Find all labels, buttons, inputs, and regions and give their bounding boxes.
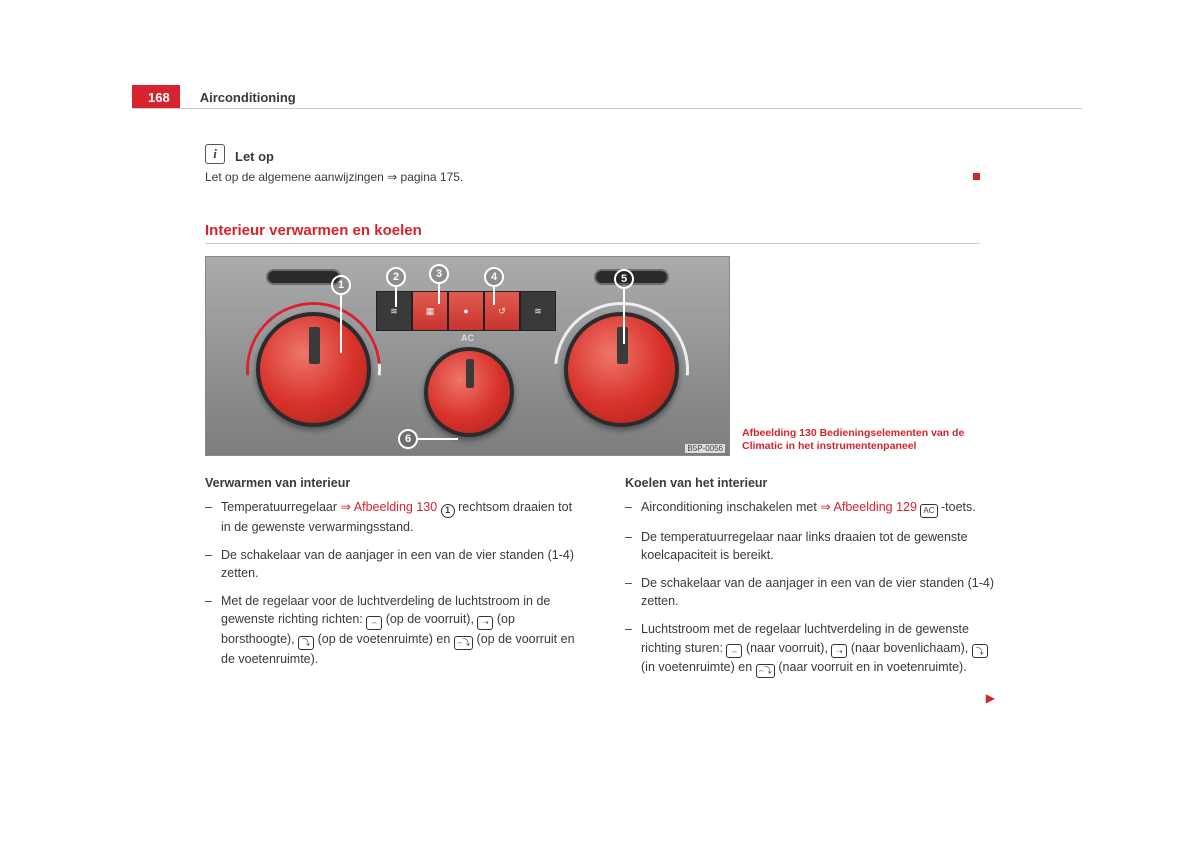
callout-line bbox=[493, 287, 495, 305]
callout-badge: 2 bbox=[386, 267, 406, 287]
recirc-icon: ↺ bbox=[485, 292, 519, 330]
text-run: (op de voetenruimte) en bbox=[314, 632, 454, 646]
page-header: 168 Airconditioning bbox=[132, 85, 1082, 109]
right-column-heading: Koelen van het interieur bbox=[625, 474, 995, 492]
airflow-direction-dial bbox=[564, 312, 679, 427]
text-run: -toets. bbox=[938, 500, 976, 514]
diagram-image-id: B5P-0056 bbox=[685, 444, 725, 453]
right-list: Airconditioning inschakelen met ⇒ Afbeel… bbox=[625, 498, 995, 678]
info-text: Let op de algemene aanwijzingen ⇒ pagina… bbox=[205, 170, 463, 184]
text-run: Airconditioning inschakelen met bbox=[641, 500, 820, 514]
temperature-dial bbox=[256, 312, 371, 427]
fan-speed-dial bbox=[424, 347, 514, 437]
text-run: (in voetenruimte) en bbox=[641, 660, 756, 674]
list-item: De schakelaar van de aanjager in een van… bbox=[625, 574, 995, 610]
text-run: (naar bovenlichaam), bbox=[847, 641, 971, 655]
airflow-icon: ➝ bbox=[477, 616, 493, 630]
figure-reference: ⇒ Afbeelding 129 bbox=[820, 500, 920, 514]
page: 168 Airconditioning i Let op Let op de a… bbox=[132, 85, 1082, 708]
callout-line bbox=[438, 284, 440, 304]
airflow-icon: ➝ bbox=[831, 644, 847, 658]
seat-heater-left-button: ≋ bbox=[376, 291, 412, 331]
callout-badge: 1 bbox=[331, 275, 351, 295]
text-run: (naar voorruit en in voetenruimte). bbox=[775, 660, 967, 674]
seat-heater-right-button: ≋ bbox=[520, 291, 556, 331]
rear-defrost-button: ▦ bbox=[412, 291, 448, 331]
figure-reference: ⇒ Afbeelding 130 bbox=[341, 500, 441, 514]
airflow-icon: ⌢ bbox=[726, 644, 742, 658]
airflow-icon: ⌢ bbox=[366, 616, 382, 630]
airflow-icon: ⤵ bbox=[298, 636, 314, 650]
button-ref-box: AC bbox=[920, 504, 937, 518]
callout-line bbox=[395, 287, 397, 307]
chapter-title: Airconditioning bbox=[180, 85, 296, 108]
callout-badge: 4 bbox=[484, 267, 504, 287]
seat-heat-icon: ≋ bbox=[521, 292, 555, 330]
section-rule bbox=[205, 243, 980, 244]
callout-ref-circle: 1 bbox=[441, 504, 455, 518]
list-item: Met de regelaar voor de luchtverdeling d… bbox=[205, 592, 575, 668]
info-block: i Let op bbox=[205, 144, 1082, 164]
continued-arrow-icon: ▶ bbox=[986, 690, 995, 707]
info-heading: Let op bbox=[235, 149, 274, 164]
content-area: i Let op Let op de algemene aanwijzingen… bbox=[132, 144, 1082, 708]
figure-block: ≋ ▦ ● ↺ ≋ AC B5P-0056 1 2 3 4 5 6 Afbeelding … bbox=[205, 256, 1082, 456]
defrost-icon: ▦ bbox=[413, 292, 447, 330]
list-item: Luchtstroom met de regelaar luchtverdeli… bbox=[625, 620, 995, 678]
recirculation-button: ↺ bbox=[484, 291, 520, 331]
figure-caption: Afbeelding 130 Bedieningselementen van d… bbox=[742, 427, 977, 456]
text-run: Temperatuurregelaar bbox=[221, 500, 341, 514]
list-item: De temperatuurregelaar naar links draaie… bbox=[625, 528, 995, 564]
callout-line bbox=[623, 289, 625, 344]
seat-heat-icon: ≋ bbox=[377, 292, 411, 330]
climatic-diagram: ≋ ▦ ● ↺ ≋ AC B5P-0056 1 2 3 4 5 6 bbox=[205, 256, 730, 456]
right-column: Koelen van het interieur Airconditioning… bbox=[625, 474, 995, 708]
callout-line bbox=[340, 295, 342, 353]
callout-badge: 5 bbox=[614, 269, 634, 289]
page-number: 168 bbox=[132, 85, 180, 108]
airflow-icon: ⌢⤵ bbox=[454, 636, 473, 650]
callout-badge: 3 bbox=[429, 264, 449, 284]
list-item: Temperatuurregelaar ⇒ Afbeelding 130 1 r… bbox=[205, 498, 575, 536]
callout-line bbox=[418, 438, 458, 440]
list-item: Airconditioning inschakelen met ⇒ Afbeel… bbox=[625, 498, 995, 518]
ac-label: AC bbox=[461, 333, 474, 343]
left-list: Temperatuurregelaar ⇒ Afbeelding 130 1 r… bbox=[205, 498, 575, 668]
section-heading: Interieur verwarmen en koelen bbox=[205, 222, 1082, 239]
list-item: De schakelaar van de aanjager in een van… bbox=[205, 546, 575, 582]
vent-slot-left bbox=[266, 269, 341, 285]
left-column: Verwarmen van interieur Temperatuurregel… bbox=[205, 474, 575, 708]
ac-button: ● bbox=[448, 291, 484, 331]
section-end-marker bbox=[973, 173, 980, 180]
airflow-icon: ⌢⤵ bbox=[756, 664, 775, 678]
text-run: (op de voorruit), bbox=[382, 612, 477, 626]
left-column-heading: Verwarmen van interieur bbox=[205, 474, 575, 492]
info-text-row: Let op de algemene aanwijzingen ⇒ pagina… bbox=[205, 170, 980, 184]
body-columns: Verwarmen van interieur Temperatuurregel… bbox=[205, 474, 995, 708]
text-run: (naar voorruit), bbox=[742, 641, 831, 655]
callout-badge: 6 bbox=[398, 429, 418, 449]
center-button-row: ≋ ▦ ● ↺ ≋ bbox=[376, 291, 556, 331]
info-icon: i bbox=[205, 144, 225, 164]
ac-indicator-icon: ● bbox=[449, 292, 483, 330]
airflow-icon: ⤵ bbox=[972, 644, 988, 658]
